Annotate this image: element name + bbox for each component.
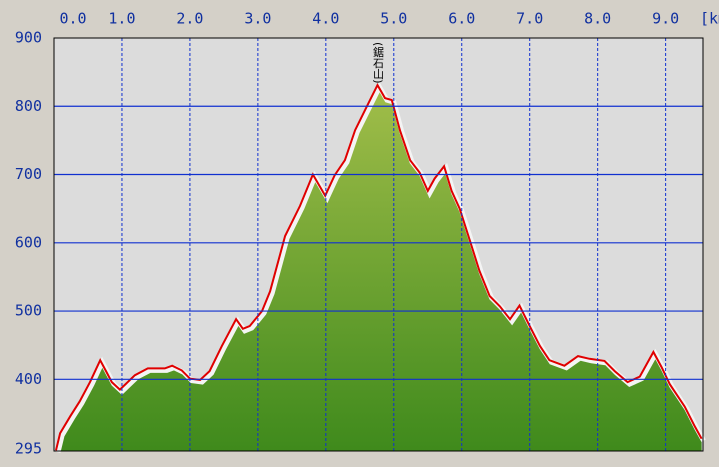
x-tick-label: 1.0 [108, 10, 135, 28]
y-tick-label: 500 [15, 302, 42, 320]
elevation-line [55, 82, 703, 451]
y-tick-label: 900 [15, 29, 42, 47]
x-tick-label: 2.0 [176, 10, 203, 28]
x-tick-label: 5.0 [380, 10, 407, 28]
y-tick-label: 700 [15, 165, 42, 183]
y-tick-label: 400 [15, 370, 42, 388]
x-axis-label: [km [700, 10, 719, 28]
y-tick-label: 295 [15, 440, 42, 458]
x-tick-label: 6.0 [448, 10, 475, 28]
x-tick-label: 9.0 [652, 10, 679, 28]
y-tick-label: 800 [15, 97, 42, 115]
x-tick-label: 7.0 [516, 10, 543, 28]
x-tick-label: 8.0 [584, 10, 611, 28]
y-tick-label: 600 [15, 233, 42, 251]
x-tick-label: 3.0 [244, 10, 271, 28]
x-tick-label: 4.0 [312, 10, 339, 28]
x-tick-label: 0.0 [59, 10, 86, 28]
plot-border [53, 37, 704, 452]
peak-annotation: (鋸石山) [371, 42, 384, 84]
